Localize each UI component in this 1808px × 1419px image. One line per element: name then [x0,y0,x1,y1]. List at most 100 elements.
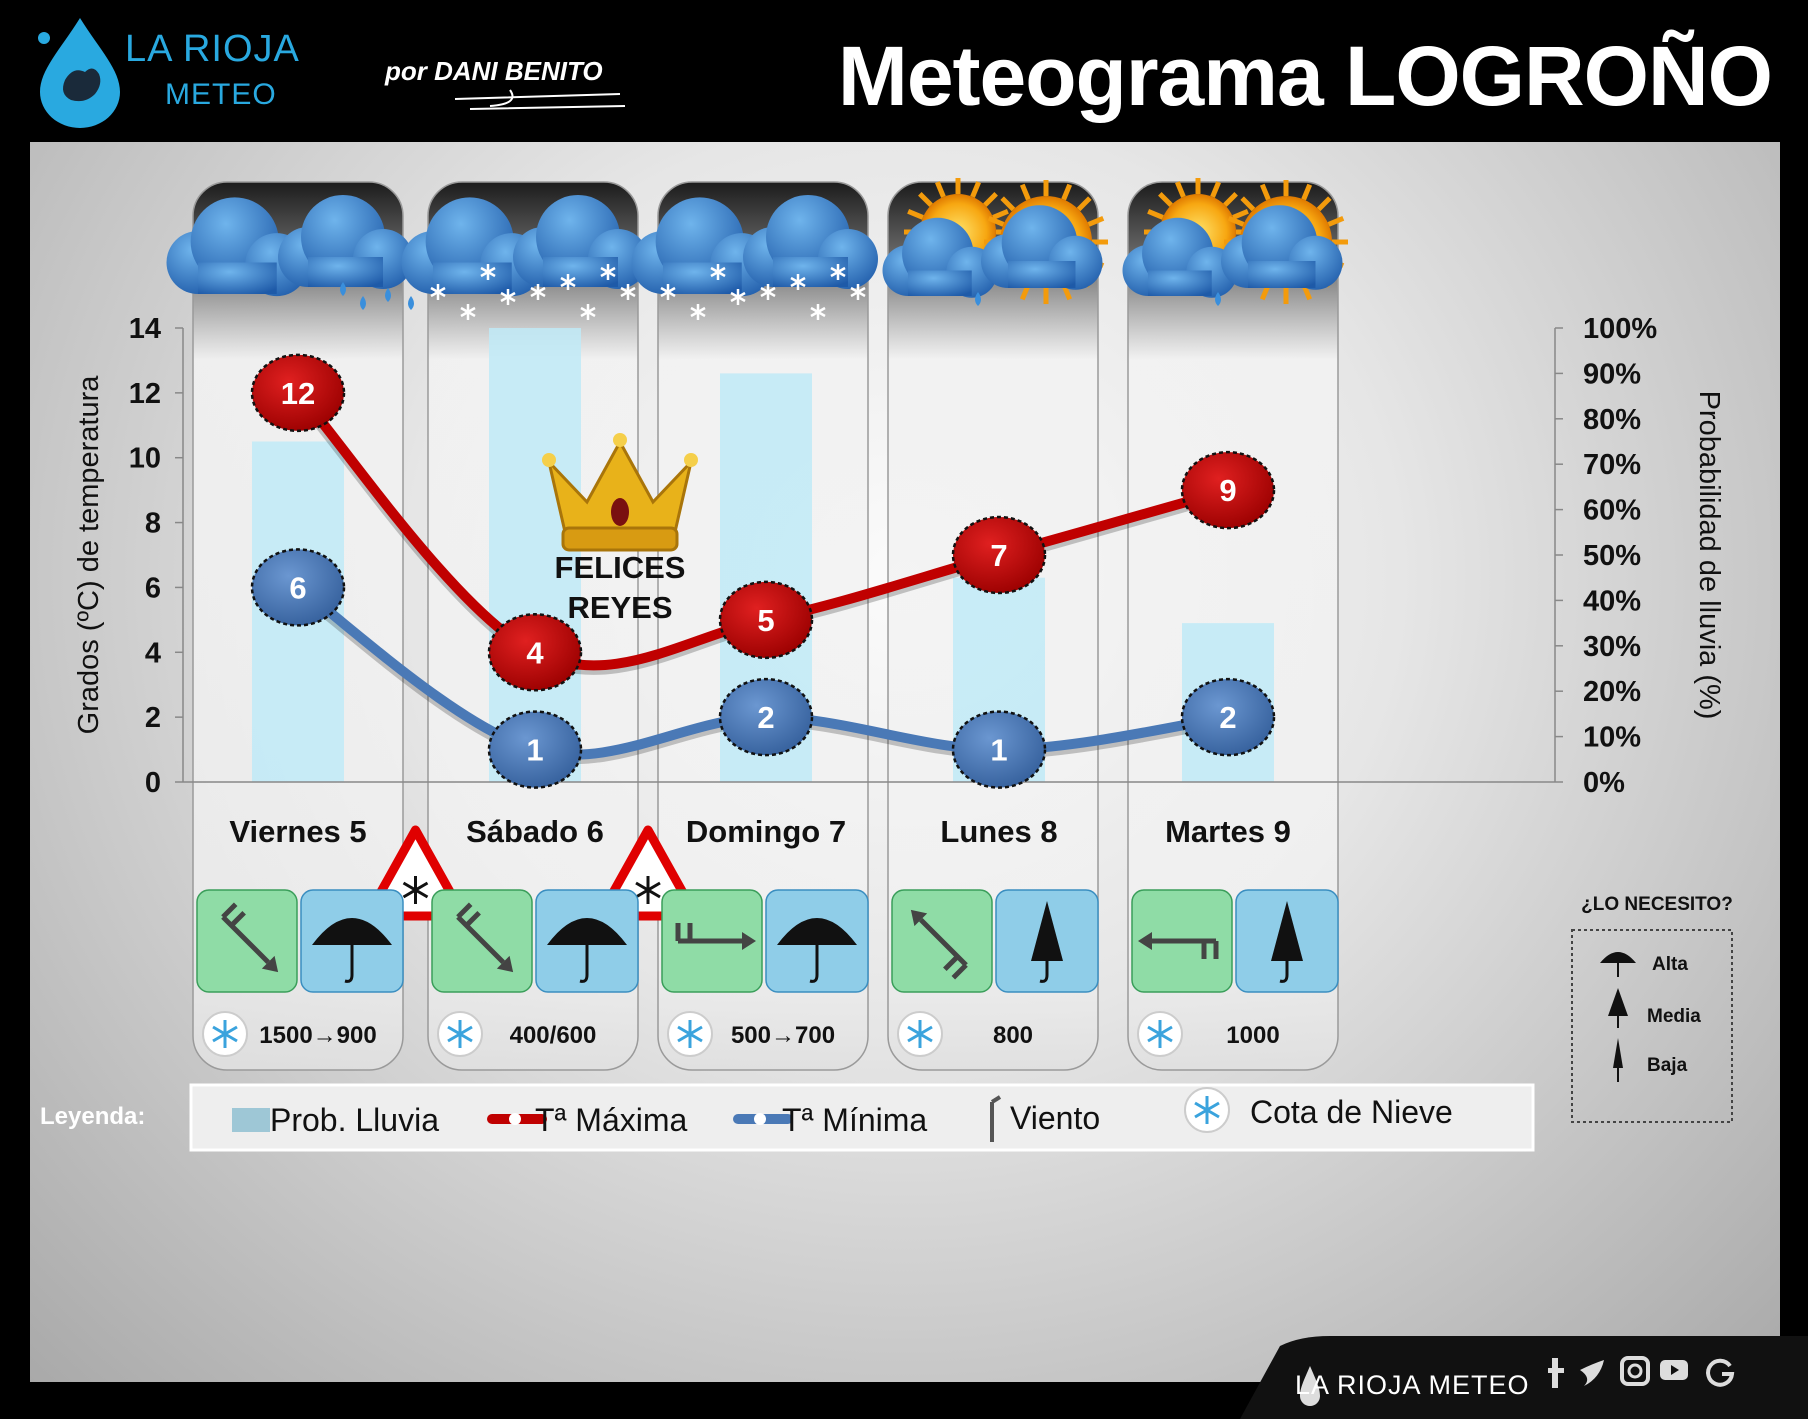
umbrella-tile [300,889,404,993]
min-temp-badge-value: 1 [990,733,1007,768]
page-title: Meteograma LOGROÑO [837,29,1773,123]
y-axis-left-label: Grados (ºC) de temperatura [73,375,105,735]
left-tick-label: 10 [129,443,161,475]
right-tick-label: 60% [1583,495,1641,527]
day-label: Sábado 6 [466,814,604,849]
need-level-alta: Alta [1652,954,1688,975]
max-temp-badge: 4 [487,613,583,692]
legend-label-wind: Viento [1010,1100,1100,1136]
legend-label-min: Tª Mínima [782,1102,927,1138]
footer-brand: LA RIOJA METEO [1295,1370,1530,1400]
min-temp-badge: 2 [1180,677,1276,757]
annotation-felices: FELICES [555,550,686,585]
umbrella-tile [995,889,1099,993]
snow-level: 800 [897,1011,1033,1057]
meteogram-chart: 024681012140%10%20%30%40%50%60%70%80%90%… [40,178,1733,1152]
legend-label-rain: Prob. Lluvia [270,1102,439,1138]
min-temp-badge: 6 [250,548,346,627]
max-temp-badge-value: 7 [990,538,1007,573]
signature-icon [454,89,626,110]
right-tick-label: 90% [1583,358,1641,390]
max-temp-badge: 7 [951,515,1047,595]
legend-swatch-rain [232,1108,270,1132]
left-tick-label: 4 [145,637,161,669]
umbrella-tile [765,889,869,993]
need-umbrella-closed-icon [1613,1038,1623,1082]
left-tick-label: 6 [145,572,161,604]
snow-level-value: 500→700 [731,1022,835,1049]
left-tick-label: 14 [129,313,161,345]
snow-level-value: 400/600 [510,1022,597,1049]
wind-arrow-icon [221,902,279,973]
facebook-icon[interactable] [1548,1358,1564,1388]
logo-text-top: LA RIOJA [125,28,300,70]
wind-tile [891,889,993,993]
legend-swatch-min [733,1113,793,1125]
wind-arrow-icon [910,909,968,980]
day-label: Lunes 8 [940,814,1057,849]
legend-title: Leyenda: [40,1103,145,1130]
need-umbrella-half-icon [1608,988,1628,1028]
snow-clouds-icon [401,195,648,320]
sun-clouds-icon [882,178,1108,306]
umbrella-open-icon [312,918,392,945]
snow-clouds-icon [631,195,878,320]
snow-level-value: 800 [993,1022,1033,1049]
footer-logo-icon [1300,1366,1320,1406]
umbrella-tile [1235,889,1339,993]
left-tick-label: 2 [145,702,161,734]
snow-level: 1500→900 [202,1011,377,1057]
wind-tile [1131,889,1233,993]
min-temp-badge-value: 2 [1219,700,1236,735]
rain-clouds-icon [166,195,436,310]
left-tick-label: 8 [145,508,161,540]
left-tick-label: 0 [145,767,161,799]
logo-drop-icon [38,18,120,128]
right-tick-label: 100% [1583,313,1657,345]
wind-tile [661,889,763,993]
right-tick-label: 40% [1583,585,1641,617]
wind-arrow-icon [675,923,756,950]
wind-tile [431,889,533,993]
sun-clouds-icon [1122,178,1348,306]
twitter-icon[interactable] [1580,1360,1604,1386]
instagram-icon[interactable] [1620,1356,1650,1386]
need-level-media: Media [1647,1006,1701,1027]
min-temp-badge: 2 [718,677,814,757]
left-tick-label: 12 [129,378,161,410]
umbrella-half-icon [1031,901,1063,961]
snow-level: 500→700 [667,1011,835,1057]
right-tick-label: 10% [1583,722,1641,754]
max-temp-badge: 12 [250,353,346,433]
umbrella-open-icon [777,918,857,945]
logo-text-bottom: METEO [165,78,277,111]
umbrella-open-icon [547,918,627,945]
umbrella-tile [535,889,639,993]
legend-label-max: Tª Máxima [535,1102,688,1138]
min-temp-badge: 1 [487,710,583,789]
crown-icon [542,433,698,552]
google-icon[interactable] [1706,1358,1735,1387]
youtube-icon[interactable] [1660,1360,1688,1380]
need-umbrella-open-icon [1600,952,1636,977]
max-temp-badge-value: 12 [281,376,315,411]
right-tick-label: 70% [1583,449,1641,481]
footer-bar [1240,1336,1808,1419]
need-title: ¿LO NECESITO? [1581,894,1733,915]
min-temp-badge-value: 2 [757,700,774,735]
right-tick-label: 30% [1583,631,1641,663]
day-label: Domingo 7 [686,814,846,849]
right-tick-label: 20% [1583,676,1641,708]
snow-level: 1000 [1137,1011,1280,1057]
right-tick-label: 0% [1583,767,1625,799]
rain-prob-bar [489,328,581,782]
header-bar: LA RIOJA METEO por DANI BENITO Meteogram… [0,0,1808,140]
byline: por DANI BENITO [385,56,603,86]
snow-level: 400/600 [437,1011,597,1057]
legend-swatch-max [487,1113,547,1125]
min-temp-badge-value: 1 [526,733,543,768]
day-label: Martes 9 [1165,814,1291,849]
min-temp-badge: 1 [951,710,1047,789]
snow-level-value: 1000 [1226,1022,1279,1049]
max-temp-badge: 5 [718,580,814,660]
